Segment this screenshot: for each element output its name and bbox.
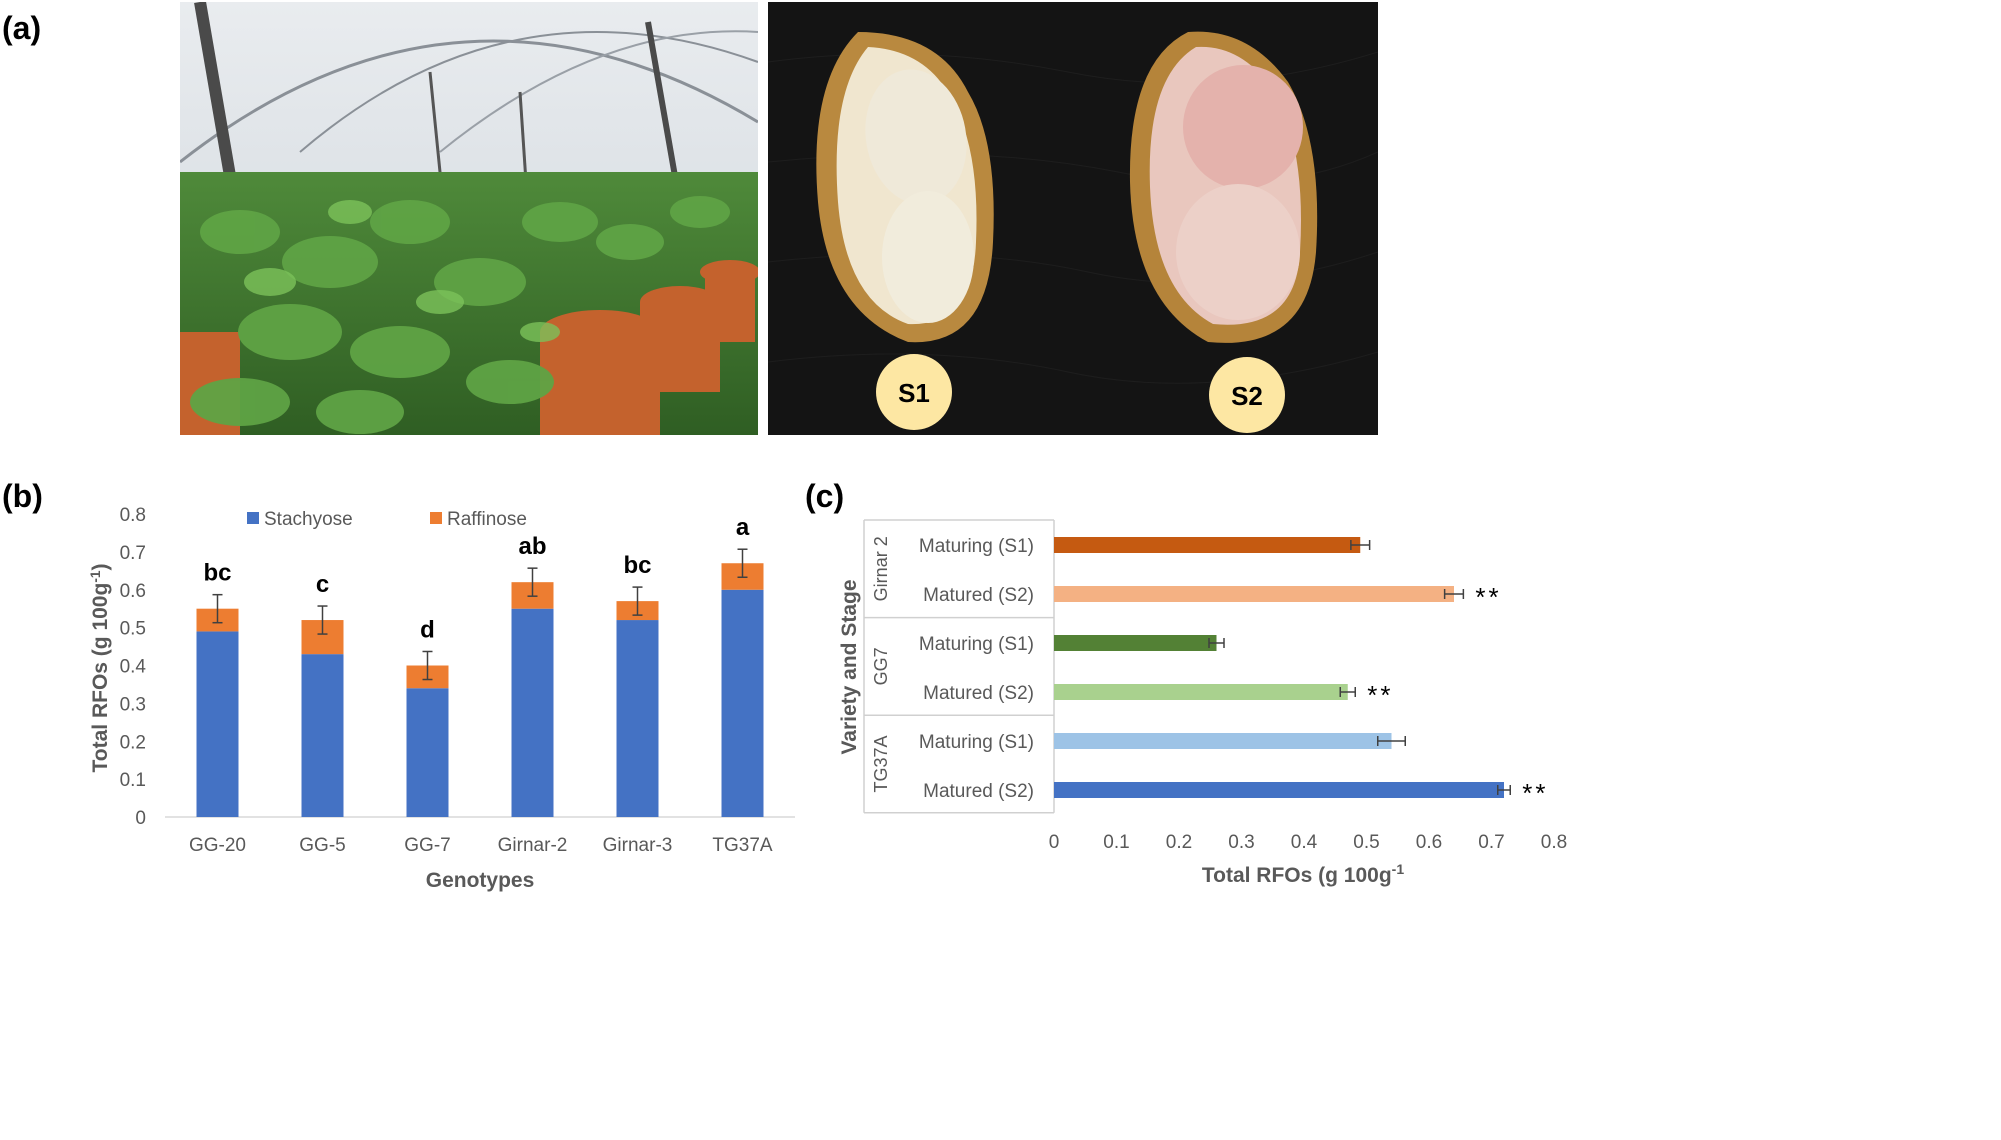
stage2-label: S2 <box>1231 381 1263 411</box>
value-bar <box>1054 635 1217 651</box>
x-tick-label: 0.7 <box>1478 832 1504 853</box>
significance-letter: d <box>420 616 435 643</box>
y-axis-title: Total RFOs (g 100g-1) <box>88 564 113 773</box>
panel-a-label: (a) <box>2 10 42 46</box>
stacked-bar-chart: 0 0.1 0.2 0.3 0.4 0.5 0.6 0.7 0.8 bc GG-20 c GG-5 d GG… <box>88 505 795 892</box>
greenhouse-photo <box>180 2 758 435</box>
significance-marker: ** <box>1367 680 1393 710</box>
value-bar <box>1054 782 1504 798</box>
legend-label-raffinose: Raffinose <box>447 509 527 530</box>
stachyose-bar <box>301 654 344 817</box>
stachyose-bar <box>406 688 449 817</box>
x-tick-label: Girnar-3 <box>603 835 673 856</box>
stachyose-bar <box>511 608 554 817</box>
value-bar <box>1054 537 1361 553</box>
group-label: TG37A <box>871 735 891 792</box>
y-tick-label: 0.2 <box>120 732 146 753</box>
significance-letter: bc <box>203 560 231 587</box>
y-tick-label: 0.4 <box>120 657 147 678</box>
x-tick-label: 0.3 <box>1228 832 1254 853</box>
y-tick-label: 0.7 <box>120 543 146 564</box>
legend-label-stachyose: Stachyose <box>264 509 353 530</box>
value-bar <box>1054 684 1348 700</box>
significance-letter: ab <box>518 533 546 560</box>
y-tick-label: 0.6 <box>120 581 146 602</box>
legend-swatch-stachyose <box>247 512 259 524</box>
y-axis-title: Variety and Stage <box>838 579 861 754</box>
x-tick-label: 0.5 <box>1353 832 1379 853</box>
horizontal-bar-chart: Girnar 2 Maturing (S1) Matured (S2) ** GG7 Ma… <box>838 519 1567 887</box>
stage1-label: S1 <box>898 378 930 408</box>
significance-letter: a <box>736 514 750 541</box>
value-bar <box>1054 733 1392 749</box>
row-label: Matured (S2) <box>923 683 1034 704</box>
peanut-pods-photo: S1 S2 <box>768 2 1378 435</box>
x-axis-title: Total RFOs (g 100g-1 <box>1202 861 1404 887</box>
y-tick-label: 0 <box>135 808 146 829</box>
y-tick-label: 0.5 <box>120 619 146 640</box>
y-tick-label: 0.3 <box>120 694 146 715</box>
x-tick-label: 0.4 <box>1291 832 1318 853</box>
significance-marker: ** <box>1522 778 1548 808</box>
row-label: Maturing (S1) <box>919 732 1034 753</box>
x-tick-label: 0.2 <box>1166 832 1192 853</box>
row-label: Maturing (S1) <box>919 536 1034 557</box>
stachyose-bar <box>196 631 239 817</box>
x-tick-label: 0.6 <box>1416 832 1442 853</box>
row-label: Matured (S2) <box>923 781 1034 802</box>
x-tick-label: 0.8 <box>1541 832 1567 853</box>
value-bar <box>1054 586 1454 602</box>
row-label: Matured (S2) <box>923 585 1034 606</box>
significance-letter: c <box>316 571 329 598</box>
x-tick-label: 0.1 <box>1103 832 1129 853</box>
group-label: Girnar 2 <box>871 536 891 601</box>
x-axis-title: Genotypes <box>426 869 535 892</box>
row-label: Maturing (S1) <box>919 634 1034 655</box>
significance-marker: ** <box>1475 582 1501 612</box>
x-tick-label: GG-20 <box>189 835 246 856</box>
y-tick-label: 0.1 <box>120 770 146 791</box>
stachyose-bar <box>721 589 764 817</box>
x-tick-label: Girnar-2 <box>498 835 568 856</box>
group-label: GG7 <box>871 647 891 685</box>
panel-c-label: (c) <box>805 478 845 514</box>
x-tick-label: GG-7 <box>404 835 450 856</box>
x-tick-label: TG37A <box>712 835 773 856</box>
x-tick-label: GG-5 <box>299 835 345 856</box>
legend-swatch-raffinose <box>430 512 442 524</box>
significance-letter: bc <box>623 552 651 579</box>
x-tick-label: 0 <box>1049 832 1060 853</box>
y-tick-label: 0.8 <box>120 505 146 526</box>
panel-b-label: (b) <box>2 478 43 514</box>
stachyose-bar <box>616 620 659 817</box>
